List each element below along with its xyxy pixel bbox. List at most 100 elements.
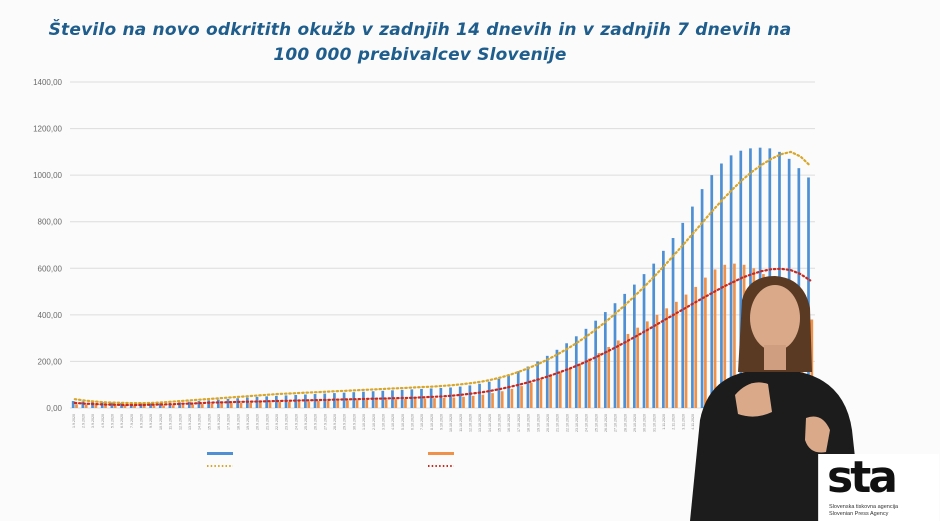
bar-7day (771, 281, 775, 408)
bar-7day (704, 277, 707, 408)
bar-14day (507, 375, 510, 408)
x-tick-label: 4.9.2020 (101, 414, 105, 428)
x-tick-label: 20.9.2020 (256, 414, 260, 430)
bar-7day (133, 405, 136, 408)
bar-14day (420, 388, 423, 408)
trendline-7day (73, 267, 812, 407)
bar-7day (587, 358, 591, 408)
bar-14day (110, 402, 114, 408)
bar-7day (781, 290, 785, 408)
y-tick-label: 1000,00 (33, 171, 62, 180)
sta-logo-line2: Slovenian Press Agency (829, 511, 889, 517)
bar-14day (516, 371, 520, 408)
x-tick-label: 3.9.2020 (91, 414, 95, 428)
bar-7day (75, 404, 78, 408)
bar-14day (807, 177, 810, 408)
bar-7day (626, 333, 630, 408)
bar-14day (304, 394, 307, 408)
x-tick-label: 31.10.2020 (652, 414, 656, 432)
bar-7day (200, 404, 204, 408)
sta-logo-line1: Slovenska tiskovna agencija (829, 504, 899, 510)
x-tick-label: 19.9.2020 (246, 414, 250, 430)
bar-14day (778, 151, 781, 408)
bar-14day (207, 400, 210, 408)
x-tick-label: 17.9.2020 (227, 414, 231, 430)
bar-7day (510, 388, 514, 408)
x-tick-label: 11.10.2020 (459, 414, 463, 432)
bar-14day (758, 147, 762, 408)
bar-14day (187, 401, 191, 408)
bar-14day (226, 398, 230, 408)
x-tick-label: 29.9.2020 (343, 414, 347, 430)
bar-14day (439, 387, 443, 408)
x-tick-label: 14.10.2020 (488, 414, 492, 432)
bar-7day (317, 401, 320, 408)
x-tick-label: 16.9.2020 (217, 414, 221, 430)
x-tick-label: 10.9.2020 (159, 414, 163, 430)
bar-7day (762, 274, 765, 408)
x-tick-label: 11.9.2020 (169, 414, 173, 430)
x-tick-label: 7.10.2020 (420, 414, 424, 430)
x-tick-label: 9.11.2020 (739, 414, 743, 430)
bar-7day (384, 399, 388, 408)
bar-14day (71, 401, 75, 408)
x-tick-label: 3.11.2020 (681, 414, 685, 430)
bar-7day (529, 382, 533, 408)
bar-7day (675, 301, 678, 408)
bar-7day (258, 402, 262, 408)
bar-14day (768, 148, 772, 408)
bar-14day (749, 148, 752, 408)
x-tick-label: 14.11.2020 (788, 414, 792, 432)
x-tick-label: 8.9.2020 (140, 414, 144, 428)
x-tick-label: 12.9.2020 (178, 414, 182, 430)
bar-7day (539, 379, 543, 408)
bar-7day (94, 404, 98, 408)
chart-title-line2: 100 000 prebivalcev Slovenije (273, 45, 567, 65)
x-tick-label: 2.10.2020 (372, 414, 376, 430)
bar-7day (733, 263, 736, 408)
x-tick-label: 24.9.2020 (294, 414, 298, 430)
bar-14day (149, 403, 152, 408)
bar-14day (787, 158, 791, 408)
bar-14day (526, 366, 530, 408)
x-tick-label: 1.10.2020 (362, 414, 366, 430)
bar-7day (229, 403, 233, 408)
x-tick-label: 25.9.2020 (304, 414, 308, 430)
x-tick-label: 15.10.2020 (498, 414, 502, 432)
x-tick-label: 27.10.2020 (614, 414, 618, 432)
bar-7day (520, 386, 523, 408)
bar-7day (365, 399, 369, 408)
bar-14day (662, 250, 665, 408)
x-tick-label: 10.10.2020 (449, 414, 453, 432)
bar-14day (216, 399, 220, 408)
bar-7day (665, 308, 669, 408)
bar-7day (394, 399, 398, 408)
x-tick-label: 9.9.2020 (149, 414, 153, 428)
bar-14day (178, 402, 181, 408)
bar-7day (404, 398, 407, 408)
bar-7day (713, 269, 717, 408)
x-tick-label: 21.10.2020 (556, 414, 560, 432)
y-tick-label: 800,00 (38, 218, 63, 227)
x-tick-label: 19.10.2020 (536, 414, 540, 432)
bar-7day (791, 299, 794, 408)
x-tick-label: 2.11.2020 (672, 414, 676, 430)
x-tick-label: 6.11.2020 (710, 414, 714, 430)
bar-14day (623, 293, 627, 408)
bar-14day (468, 385, 472, 408)
x-tick-label: 23.10.2020 (575, 414, 579, 432)
bar-7day (636, 327, 640, 408)
bar-7day (442, 397, 446, 408)
bar-7day (113, 405, 117, 408)
x-tick-label: 4.10.2020 (391, 414, 395, 430)
bar-7day (346, 400, 349, 408)
bar-14day (536, 361, 539, 408)
bar-7day (336, 400, 340, 408)
bar-7day (287, 401, 291, 408)
bar-14day (458, 386, 462, 408)
bar-7day (123, 405, 127, 408)
bar-7day (810, 319, 814, 408)
x-tick-label: 22.9.2020 (275, 414, 279, 430)
bar-14day (381, 390, 385, 408)
bar-7day (326, 400, 330, 408)
